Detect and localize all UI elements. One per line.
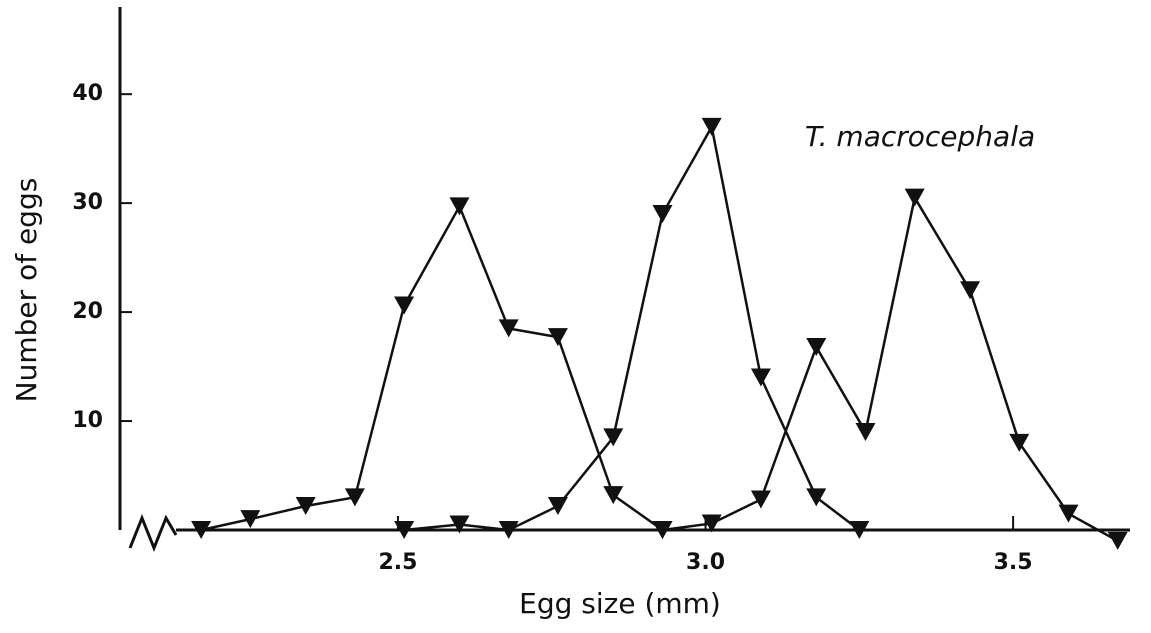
y-tick-label: 20 — [72, 299, 103, 324]
marker — [652, 205, 673, 224]
marker — [652, 521, 673, 539]
annotation: T. macrocephala — [805, 120, 1035, 153]
marker — [1107, 531, 1128, 550]
marker — [1058, 504, 1079, 523]
x-tick-label: 3.5 — [994, 550, 1033, 575]
marker — [547, 328, 568, 347]
marker — [498, 319, 519, 338]
marker — [498, 521, 519, 539]
y-tick-label: 30 — [72, 190, 103, 215]
series-line — [200, 203, 664, 532]
marker — [449, 515, 470, 534]
x-tick-label: 3.0 — [686, 550, 725, 575]
marker — [240, 510, 261, 529]
marker — [449, 197, 470, 216]
y-axis-label: Number of eggs — [10, 178, 43, 403]
x-axis-label: Egg size (mm) — [519, 587, 721, 620]
marker — [750, 490, 771, 509]
marker — [344, 488, 365, 507]
marker — [904, 188, 925, 207]
marker — [191, 521, 212, 539]
axis-break — [128, 513, 178, 553]
x-tick-label: 2.5 — [378, 550, 417, 575]
series-line — [662, 194, 1119, 542]
marker — [394, 296, 415, 315]
marker — [394, 521, 415, 539]
marker — [701, 117, 722, 136]
marker — [806, 488, 827, 507]
marker — [701, 514, 722, 533]
marker — [603, 428, 624, 447]
marker — [849, 521, 870, 539]
marker — [603, 486, 624, 505]
marker — [547, 497, 568, 516]
series-line — [403, 123, 861, 532]
marker — [295, 497, 316, 516]
marker — [750, 368, 771, 387]
y-tick-label: 40 — [72, 81, 103, 106]
y-tick-label: 10 — [72, 408, 103, 433]
marker — [1009, 433, 1030, 452]
marker — [806, 337, 827, 356]
marker — [855, 422, 876, 441]
marker — [960, 281, 981, 300]
